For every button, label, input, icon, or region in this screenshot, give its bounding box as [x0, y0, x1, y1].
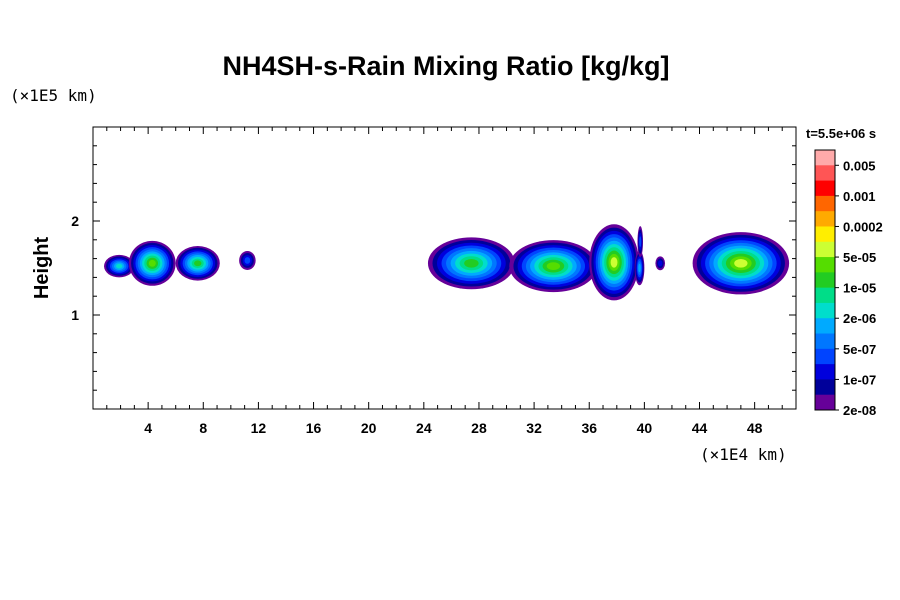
colorbar-swatch	[815, 272, 835, 289]
colorbar-swatch	[815, 211, 835, 227]
colorbar-swatch	[815, 348, 835, 365]
colorbar-swatch	[815, 379, 835, 396]
chart-title: NH4SH-s-Rain Mixing Ratio [kg/kg]	[222, 51, 669, 81]
x-tick-label: 16	[306, 420, 322, 436]
y-tick-label: 2	[71, 213, 79, 229]
time-label: t=5.5e+06 s	[806, 126, 876, 141]
x-tick-label: 44	[692, 420, 708, 436]
blob-layer	[115, 263, 123, 269]
x-tick-label: 32	[526, 420, 542, 436]
colorbar-swatch	[815, 394, 835, 411]
colorbar-swatch	[815, 180, 835, 197]
colorbar-label: 5e-05	[843, 250, 876, 265]
colorbar-swatch	[815, 257, 835, 273]
blob-layer	[244, 257, 251, 264]
blob-layer	[610, 257, 618, 268]
data-blob	[239, 250, 256, 270]
blob-layer	[639, 236, 642, 248]
blob-layer	[658, 260, 663, 267]
data-blob	[589, 224, 639, 301]
blob-layer	[638, 263, 641, 273]
data-blob	[655, 256, 666, 271]
colorbar-swatch	[815, 287, 835, 304]
colorbar-label: 2e-06	[843, 311, 876, 326]
colorbar: 0.005 0.001 0.0002 5e-05 1e-05 2e-06 5e-07 1e-0…	[814, 149, 883, 418]
colorbar-swatch	[815, 364, 835, 380]
data-blob	[104, 254, 135, 278]
x-tick-label: 24	[416, 420, 432, 436]
colorbar-swatch	[815, 333, 835, 350]
plot-frame	[92, 126, 797, 410]
colorbar-swatch	[815, 318, 835, 335]
x-tick-label: 8	[199, 420, 207, 436]
data-field	[104, 224, 790, 301]
y-unit-label: (×1E5 km)	[10, 86, 97, 105]
data-blob	[692, 232, 790, 295]
y-tick-label: 1	[71, 307, 79, 323]
colorbar-frame	[814, 149, 836, 411]
colorbar-label: 1e-07	[843, 372, 876, 387]
data-blob	[634, 250, 645, 286]
colorbar-label: 5e-07	[843, 342, 876, 357]
data-blob	[175, 246, 220, 281]
blob-layer	[194, 260, 202, 267]
data-blob	[509, 240, 598, 293]
y-axis-label: Height	[31, 237, 53, 300]
x-tick-label: 4	[144, 420, 152, 436]
colorbar-swatch	[815, 195, 835, 212]
x-tick-label: 36	[581, 420, 597, 436]
colorbar-swatch	[815, 226, 835, 243]
blob-layer	[148, 259, 156, 267]
data-blob	[128, 240, 176, 286]
x-tick-label: 40	[637, 420, 653, 436]
x-tick-label: 28	[471, 420, 487, 436]
colorbar-label: 0.005	[843, 158, 876, 173]
colorbar-label: 0.001	[843, 189, 876, 204]
colorbar-swatch	[815, 302, 835, 319]
data-blob	[637, 226, 643, 258]
x-tick-label: 20	[361, 420, 377, 436]
x-tick-label: 48	[747, 420, 763, 436]
colorbar-label: 2e-08	[843, 403, 876, 418]
colorbar-swatch	[815, 165, 835, 182]
colorbar-swatch	[815, 150, 835, 166]
colorbar-swatch	[815, 241, 835, 258]
x-tick-label: 12	[251, 420, 267, 436]
data-blob	[427, 237, 515, 290]
colorbar-label: 0.0002	[843, 219, 883, 234]
blob-layer	[734, 259, 748, 268]
x-unit-label: (×1E4 km)	[700, 445, 787, 464]
blob-layer	[546, 262, 561, 271]
blob-layer	[464, 258, 479, 268]
colorbar-label: 1e-05	[843, 281, 876, 296]
